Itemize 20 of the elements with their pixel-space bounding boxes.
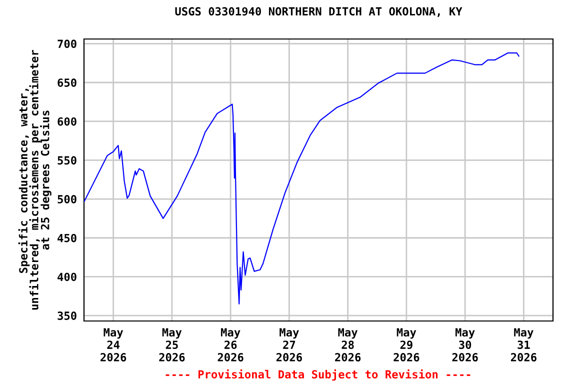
x-tick-label: May 28 2026 xyxy=(335,328,361,362)
y-axis-title: Specific conductance, water, unfiltered, microsiemens per centimeter at 25 degrees Celsius xyxy=(18,50,52,310)
y-tick-label: 500 xyxy=(58,195,76,204)
y-tick-label: 650 xyxy=(58,78,76,87)
y-tick-label: 700 xyxy=(58,40,76,48)
y-tick-label: 550 xyxy=(58,156,76,165)
x-tick-label: May 30 2026 xyxy=(452,328,478,362)
x-tick-label: May 29 2026 xyxy=(394,328,420,362)
y-tick-label: 350 xyxy=(58,312,76,320)
y-tick-label: 400 xyxy=(58,272,76,282)
x-tick-label: May 25 2026 xyxy=(159,328,185,362)
text: ---- Provisional Data Subject to Revision ---- xyxy=(166,369,470,381)
line-series xyxy=(84,52,520,304)
x-tick-label: May 26 2026 xyxy=(218,328,244,362)
y-tick-label: 600 xyxy=(58,117,76,126)
chart-title: USGS 03301940 NORTHERN DITCH AT OKOLONA, KY xyxy=(175,7,462,17)
x-tick-label: May 27 2026 xyxy=(276,328,302,362)
x-tick-label: May 31 2026 xyxy=(510,328,536,362)
y-tick-label: 450 xyxy=(58,234,76,242)
x-tick-label: May 24 2026 xyxy=(100,328,126,362)
